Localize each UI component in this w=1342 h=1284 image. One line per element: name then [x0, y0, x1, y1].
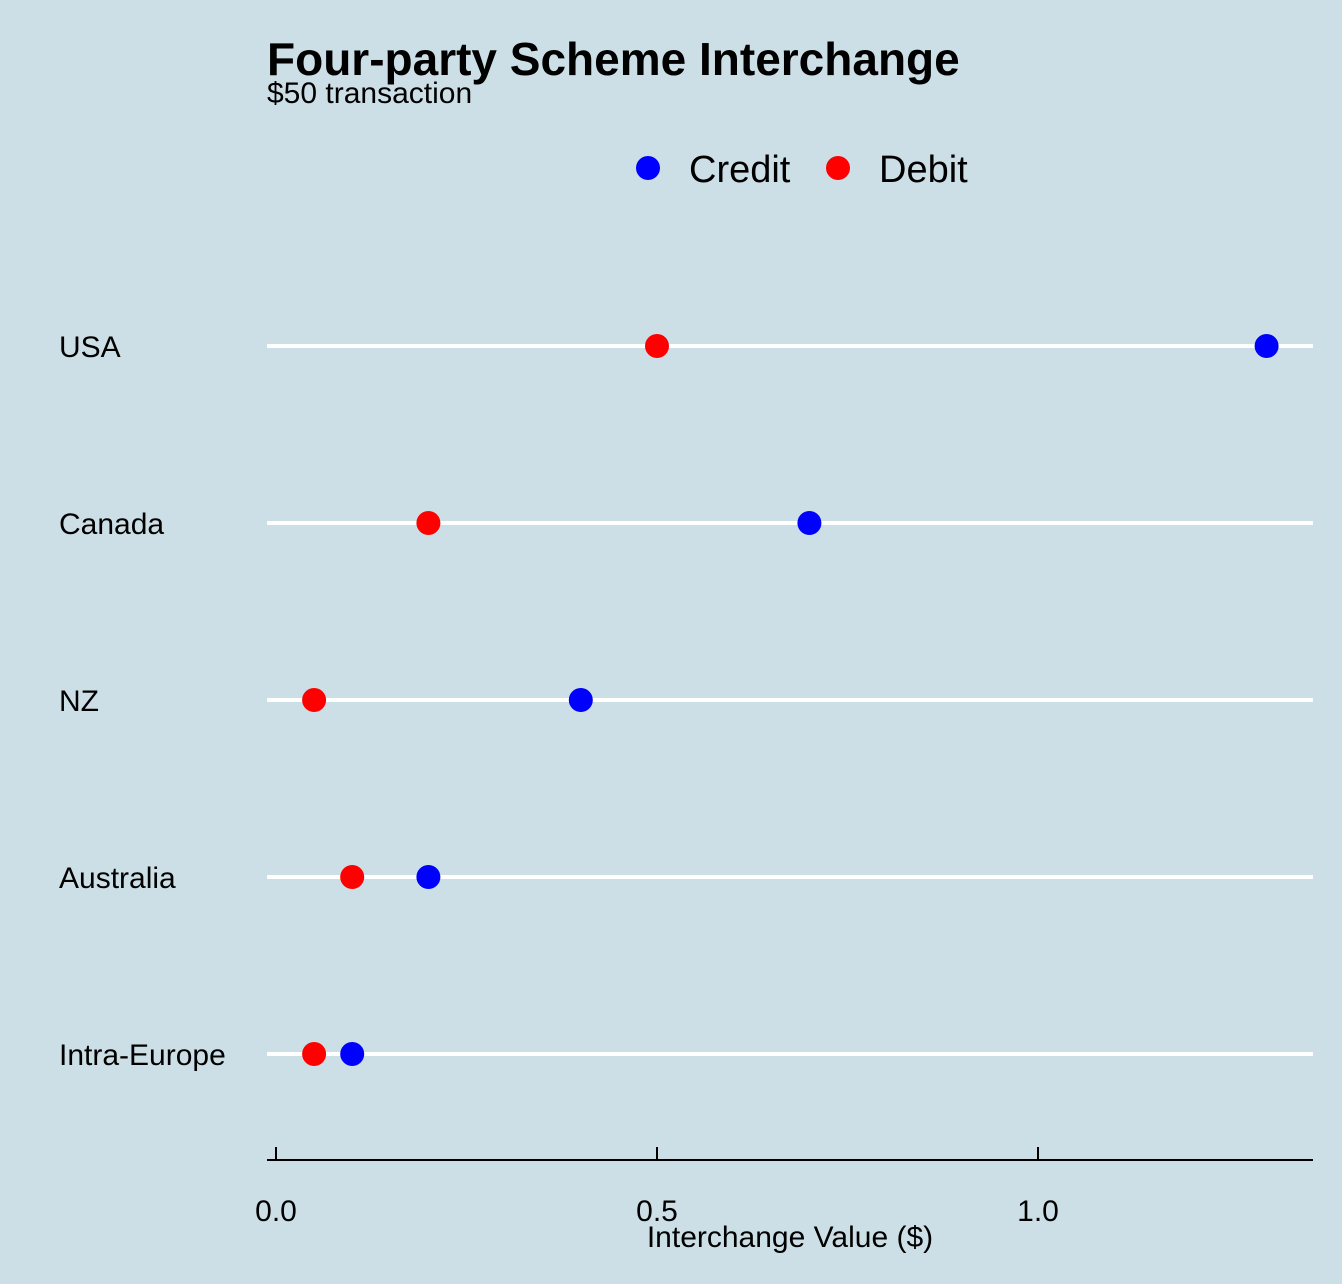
x-axis-title: Interchange Value ($): [647, 1221, 933, 1254]
x-axis: 0.0 0.5 1.0 Interchange Value ($): [255, 1147, 1313, 1254]
category-label: Intra-Europe: [59, 1039, 226, 1072]
point-debit-usa: [645, 334, 669, 358]
point-credit-usa: [1254, 334, 1279, 358]
chart-subtitle: $50 transaction: [267, 77, 472, 110]
x-tick-label: 0.5: [636, 1195, 678, 1228]
x-tick-label: 0.0: [255, 1195, 297, 1228]
point-debit-canada: [416, 511, 441, 535]
legend-credit-label: Credit: [689, 149, 791, 191]
x-axis-ticks: 0.0 0.5 1.0: [255, 1147, 1059, 1228]
category-labels: USA Canada NZ Australia Intra-Europe: [59, 331, 226, 1072]
category-label: NZ: [59, 685, 99, 718]
point-credit-australia: [416, 865, 441, 889]
point-credit-nz: [568, 688, 593, 712]
legend-debit-marker: [826, 156, 850, 180]
x-tick-label: 1.0: [1017, 1195, 1059, 1228]
chart-title: Four-party Scheme Interchange: [267, 33, 960, 85]
legend: Credit Debit: [636, 149, 968, 191]
legend-credit-marker: [636, 156, 660, 180]
category-label: Canada: [59, 508, 164, 541]
point-debit-intra-europe: [302, 1042, 327, 1066]
point-debit-nz: [302, 688, 327, 712]
category-label: Australia: [59, 862, 176, 895]
gridlines: [267, 344, 1313, 1056]
point-credit-intra-europe: [340, 1042, 365, 1066]
point-credit-canada: [797, 511, 822, 535]
legend-debit-label: Debit: [879, 149, 968, 191]
category-label: USA: [59, 331, 121, 364]
data-points: [302, 334, 1279, 1066]
point-debit-australia: [340, 865, 365, 889]
